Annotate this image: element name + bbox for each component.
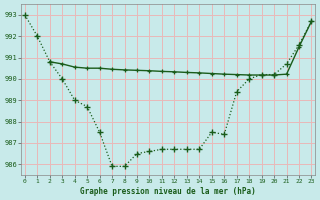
X-axis label: Graphe pression niveau de la mer (hPa): Graphe pression niveau de la mer (hPa)	[80, 187, 256, 196]
